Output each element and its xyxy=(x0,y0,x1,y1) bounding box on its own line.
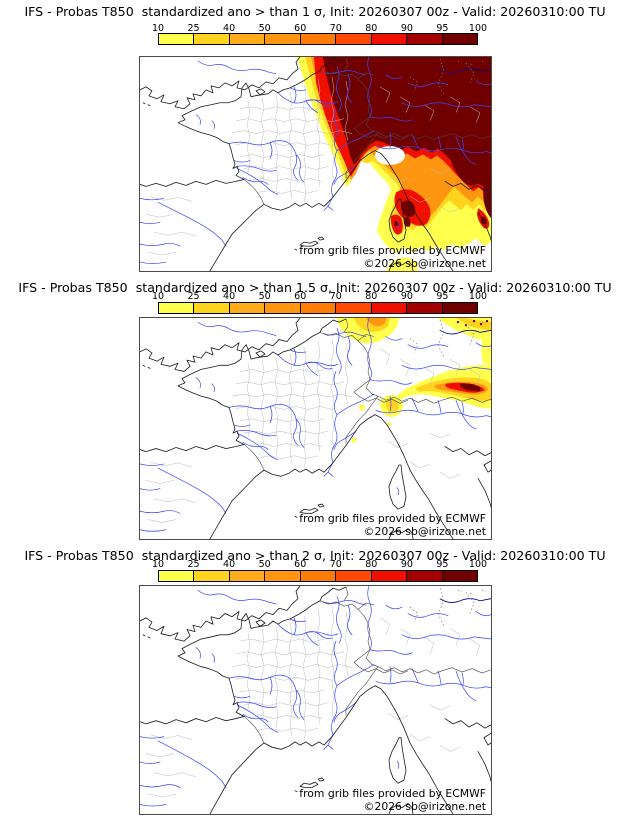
panel1-probability-fields xyxy=(297,57,491,271)
tick-label: 60 xyxy=(294,291,307,302)
tick-label: 100 xyxy=(468,291,488,302)
panel2-colorbar-ticks: 10 25 40 50 60 70 80 90 95 100 xyxy=(152,291,487,302)
tick-label: 60 xyxy=(294,559,307,570)
panel3-colorbar-ticks: 10 25 40 50 60 70 80 90 95 100 xyxy=(152,559,487,570)
tick-label: 100 xyxy=(468,559,488,570)
tick-label: 90 xyxy=(400,291,413,302)
tick-label: 95 xyxy=(436,23,449,34)
panel2-map: from grib files provided by ECMWF ©2026 … xyxy=(139,317,492,540)
tick-label: 50 xyxy=(258,559,271,570)
ecmwf-credit: from grib files provided by ECMWF xyxy=(299,787,486,800)
tick-label: 80 xyxy=(365,23,378,34)
panel1-map: from grib files provided by ECMWF ©2026 … xyxy=(139,56,492,272)
tick-label: 70 xyxy=(329,291,342,302)
tick-label: 90 xyxy=(400,23,413,34)
panel2-probability-fields xyxy=(337,318,491,443)
tick-label: 50 xyxy=(258,291,271,302)
tick-label: 40 xyxy=(223,291,236,302)
tick-label: 25 xyxy=(187,23,200,34)
tick-label: 100 xyxy=(468,23,488,34)
tick-label: 60 xyxy=(294,23,307,34)
copyright-credit: ©2026 sb@irizone.net xyxy=(363,800,486,813)
tick-label: 95 xyxy=(436,291,449,302)
panel2-colorbar xyxy=(158,302,478,314)
panel3-colorbar xyxy=(158,570,478,582)
panel1-title: IFS - Probas T850 standardized ano > tha… xyxy=(24,4,606,19)
tick-label: 25 xyxy=(187,559,200,570)
tick-label: 40 xyxy=(223,23,236,34)
tick-label: 40 xyxy=(223,559,236,570)
tick-label: 50 xyxy=(258,23,271,34)
tick-label: 90 xyxy=(400,559,413,570)
tick-label: 80 xyxy=(365,291,378,302)
tick-label: 10 xyxy=(151,23,165,34)
ecmwf-credit: from grib files provided by ECMWF xyxy=(299,244,486,257)
tick-label: 80 xyxy=(365,559,378,570)
tick-label: 10 xyxy=(151,559,165,570)
panel1-colorbar xyxy=(158,33,478,45)
panel2-title: IFS - Probas T850 standardized ano > tha… xyxy=(18,280,612,295)
panel1-colorbar-ticks: 10 25 40 50 60 70 80 90 95 100 xyxy=(152,23,487,34)
copyright-credit: ©2026 sb@irizone.net xyxy=(363,525,486,538)
ecmwf-credit: from grib files provided by ECMWF xyxy=(299,512,486,525)
tick-label: 70 xyxy=(329,23,342,34)
tick-label: 70 xyxy=(329,559,342,570)
panel3-title: IFS - Probas T850 standardized ano > tha… xyxy=(24,548,606,563)
tick-label: 95 xyxy=(436,559,449,570)
panel3-map: from grib files provided by ECMWF ©2026 … xyxy=(139,585,492,815)
copyright-credit: ©2026 sb@irizone.net xyxy=(363,257,486,270)
tick-label: 25 xyxy=(187,291,200,302)
tick-label: 10 xyxy=(151,291,165,302)
turin-low-probability-gap xyxy=(375,146,405,165)
